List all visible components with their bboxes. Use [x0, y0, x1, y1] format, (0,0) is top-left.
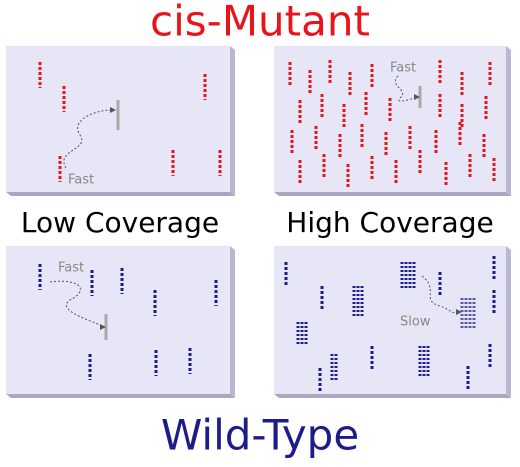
annotation: Fast [68, 173, 94, 188]
title-top: cis-Mutant [150, 0, 370, 46]
row-label: Low Coverage [21, 206, 219, 239]
panel-side [230, 246, 235, 398]
panel-bottom [6, 394, 235, 398]
panel [6, 246, 230, 394]
panel-bottom [274, 192, 511, 196]
trajectory [63, 109, 113, 169]
panel-side [506, 46, 511, 196]
panel-side [506, 246, 511, 398]
trajectory [395, 75, 417, 102]
panel-bottom [6, 192, 235, 196]
arrow-head [110, 107, 116, 113]
panels: Fast Fast Fast Slow [6, 46, 511, 398]
row-label: High Coverage [286, 206, 493, 239]
arrow-head [414, 94, 420, 100]
panel-side [230, 46, 235, 196]
trajectory [49, 280, 103, 327]
annotation: Slow [400, 315, 431, 330]
title-bottom: Wild-Type [161, 411, 359, 460]
panel-bottom [274, 394, 511, 398]
annotation: Fast [390, 61, 416, 76]
arrow-head [456, 309, 462, 315]
trajectory [421, 275, 459, 313]
arrow-head [100, 324, 106, 330]
annotation: Fast [58, 261, 84, 276]
